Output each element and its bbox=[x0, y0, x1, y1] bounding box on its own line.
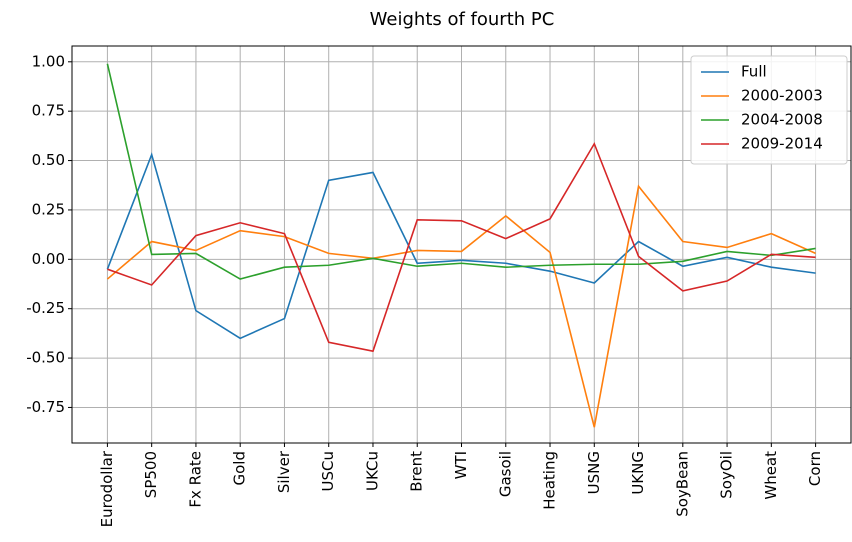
legend-label: 2004-2008 bbox=[741, 111, 823, 129]
x-tick-label: UKNG bbox=[629, 451, 647, 495]
y-tick-label: 0.50 bbox=[32, 151, 65, 169]
y-tick-label: 0.25 bbox=[32, 200, 65, 218]
y-tick-label: 0.75 bbox=[32, 102, 65, 120]
legend-label: Full bbox=[741, 63, 767, 81]
x-tick-label: SoyBean bbox=[673, 451, 691, 517]
x-tick-label: Corn bbox=[806, 451, 824, 486]
x-tick-label: Brent bbox=[408, 451, 426, 492]
y-tick-label: -0.50 bbox=[26, 349, 65, 367]
x-tick-label: Wheat bbox=[762, 451, 780, 500]
chart-title: Weights of fourth PC bbox=[370, 9, 555, 30]
x-tick-label: USNG bbox=[585, 451, 603, 494]
x-tick-label: Fx Rate bbox=[186, 451, 204, 508]
y-tick-label: 1.00 bbox=[32, 52, 65, 70]
series-line bbox=[106, 63, 816, 280]
legend-label: 2009-2014 bbox=[741, 135, 823, 153]
series-line bbox=[106, 184, 816, 428]
y-tick-label: 0.00 bbox=[32, 250, 65, 268]
x-tick-label: Gold bbox=[231, 451, 249, 486]
plot-frame bbox=[71, 45, 852, 444]
y-tick-label: -0.75 bbox=[26, 398, 65, 416]
x-tick-label: Gasoil bbox=[496, 451, 514, 497]
x-tick-label: SoyOil bbox=[718, 451, 736, 499]
x-tick-label: UKCu bbox=[363, 451, 381, 491]
x-tick-label: Silver bbox=[275, 450, 293, 493]
x-tick-label: Eurodollar bbox=[98, 450, 116, 527]
y-tick-label: -0.25 bbox=[26, 299, 65, 317]
x-tick-label: WTI bbox=[452, 451, 470, 479]
legend-label: 2000-2003 bbox=[741, 87, 823, 105]
series-line bbox=[106, 152, 816, 340]
x-tick-label: SP500 bbox=[142, 451, 160, 498]
x-tick-label: Heating bbox=[541, 451, 559, 510]
series-line bbox=[107, 141, 816, 353]
x-tick-label: USCu bbox=[319, 451, 337, 491]
legend-box bbox=[690, 55, 848, 165]
